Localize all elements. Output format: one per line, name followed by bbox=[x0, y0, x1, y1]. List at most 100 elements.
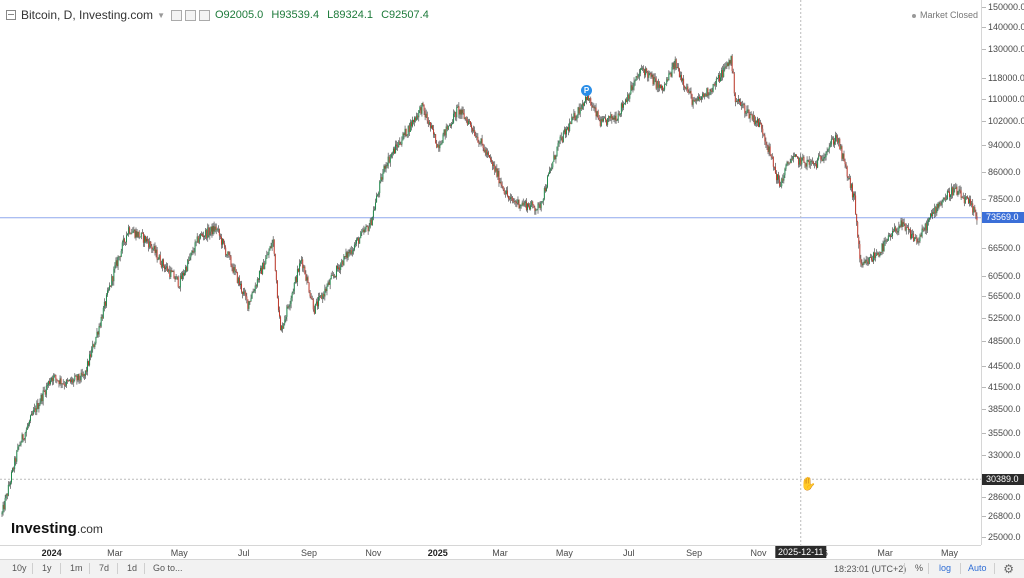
candle-body bbox=[683, 78, 685, 86]
candle-body bbox=[63, 383, 65, 386]
time-axis[interactable]: 2024MarMayJulSepNov2025MarMayJulSepNov26… bbox=[0, 545, 981, 560]
candle-body bbox=[807, 160, 809, 161]
status-dot-icon bbox=[911, 13, 916, 18]
candle-body bbox=[850, 184, 852, 188]
range-1d-button[interactable]: 1d bbox=[127, 563, 138, 573]
collapse-icon[interactable] bbox=[6, 10, 16, 20]
percent-toggle[interactable]: % bbox=[915, 563, 924, 573]
candle-body bbox=[262, 262, 264, 274]
range-10y-button[interactable]: 10y bbox=[12, 563, 27, 573]
candle-body bbox=[640, 68, 642, 70]
candle-body bbox=[294, 277, 296, 283]
candle-body bbox=[465, 117, 467, 120]
candle-body bbox=[675, 59, 677, 69]
candle-body bbox=[31, 413, 33, 416]
candle-body bbox=[468, 120, 470, 122]
candle-body bbox=[274, 253, 276, 271]
symbol-title[interactable]: Bitcoin, D, Investing.com bbox=[21, 8, 154, 22]
time-tick-label: Nov bbox=[365, 548, 382, 558]
price-axis[interactable]: 150000.0 140000.0 130000.0 118000.0 110000.0… bbox=[981, 0, 1024, 545]
candle-body bbox=[353, 244, 355, 250]
candle-body bbox=[485, 149, 487, 155]
candle-body bbox=[571, 117, 573, 124]
candle-body bbox=[188, 259, 190, 261]
price-chart[interactable] bbox=[0, 0, 981, 545]
gear-icon[interactable]: ⚙ bbox=[1003, 562, 1014, 576]
price-tick-mark bbox=[982, 516, 986, 518]
candle-body bbox=[729, 60, 731, 64]
candle-body bbox=[903, 222, 905, 224]
candle-body bbox=[637, 76, 639, 78]
candle-body bbox=[747, 109, 749, 111]
candle-body bbox=[372, 210, 374, 217]
price-tick-label: 150000.0 bbox=[988, 2, 1024, 12]
candle-body bbox=[870, 257, 872, 260]
candle-body bbox=[730, 55, 732, 64]
time-tick-label: 2024 bbox=[41, 548, 62, 558]
candle-body bbox=[836, 135, 838, 138]
candle-body bbox=[737, 99, 739, 102]
candle-body bbox=[157, 259, 159, 261]
candle-body bbox=[837, 137, 839, 143]
chart-area[interactable] bbox=[0, 0, 981, 545]
candle-body bbox=[478, 142, 480, 144]
candle-body bbox=[871, 259, 873, 262]
candle-body bbox=[827, 149, 829, 152]
range-1m-button[interactable]: 1m bbox=[70, 563, 83, 573]
candle-body bbox=[27, 424, 29, 427]
candle-body bbox=[234, 267, 236, 271]
candle-body bbox=[864, 261, 866, 264]
chevron-down-icon[interactable]: ▼ bbox=[157, 10, 165, 20]
candle-body bbox=[58, 380, 60, 385]
candle-body bbox=[21, 434, 23, 443]
high-value: H93539.4 bbox=[271, 9, 320, 21]
candle-body bbox=[325, 288, 327, 291]
candle-body bbox=[847, 176, 849, 178]
marker-badge[interactable]: P bbox=[581, 84, 593, 96]
candle-body bbox=[924, 223, 926, 231]
candle-body bbox=[787, 162, 789, 164]
goto-button[interactable]: Go to... bbox=[153, 563, 183, 573]
candle-body bbox=[35, 407, 37, 413]
price-tick-label: 130000.0 bbox=[988, 44, 1024, 55]
candle-body bbox=[453, 113, 455, 123]
close-square-icon[interactable] bbox=[198, 9, 210, 21]
candle-body bbox=[268, 250, 270, 255]
candle-body bbox=[856, 213, 858, 222]
candle-body bbox=[484, 149, 486, 153]
hide-square-icon[interactable] bbox=[184, 9, 196, 21]
range-7d-button[interactable]: 7d bbox=[99, 563, 110, 573]
candle-body bbox=[796, 154, 798, 157]
time-tick-label: Sep bbox=[686, 548, 703, 558]
candle-body bbox=[713, 84, 715, 85]
candle-body bbox=[674, 59, 676, 70]
candle-body bbox=[921, 228, 923, 237]
candle-body bbox=[80, 372, 82, 381]
price-tick-label: 33000.0 bbox=[988, 449, 1021, 460]
candle-body bbox=[358, 238, 360, 244]
candle-body bbox=[496, 168, 498, 177]
candle-body bbox=[328, 282, 330, 285]
candle-body bbox=[506, 190, 508, 196]
auto-toggle[interactable]: Auto bbox=[968, 563, 987, 573]
market-status-label: Market Closed bbox=[919, 10, 978, 20]
candle-body bbox=[84, 370, 86, 376]
candle-body bbox=[688, 92, 690, 94]
settings-square-icon[interactable] bbox=[170, 9, 182, 21]
candle-body bbox=[210, 226, 212, 232]
candle-body bbox=[175, 276, 177, 280]
log-toggle[interactable]: log bbox=[939, 563, 952, 573]
candle-body bbox=[100, 316, 102, 327]
candle-body bbox=[462, 109, 464, 114]
price-tick-mark bbox=[982, 409, 986, 411]
candle-body bbox=[941, 201, 943, 205]
range-1y-button[interactable]: 1y bbox=[42, 563, 52, 573]
candle-body bbox=[912, 233, 914, 235]
candle-body bbox=[369, 219, 371, 227]
candle-body bbox=[198, 238, 200, 243]
candle-body bbox=[698, 96, 700, 99]
candle-body bbox=[416, 115, 418, 121]
low-value: L89324.1 bbox=[327, 9, 374, 21]
candle-body bbox=[181, 272, 183, 279]
candle-body bbox=[44, 390, 46, 395]
